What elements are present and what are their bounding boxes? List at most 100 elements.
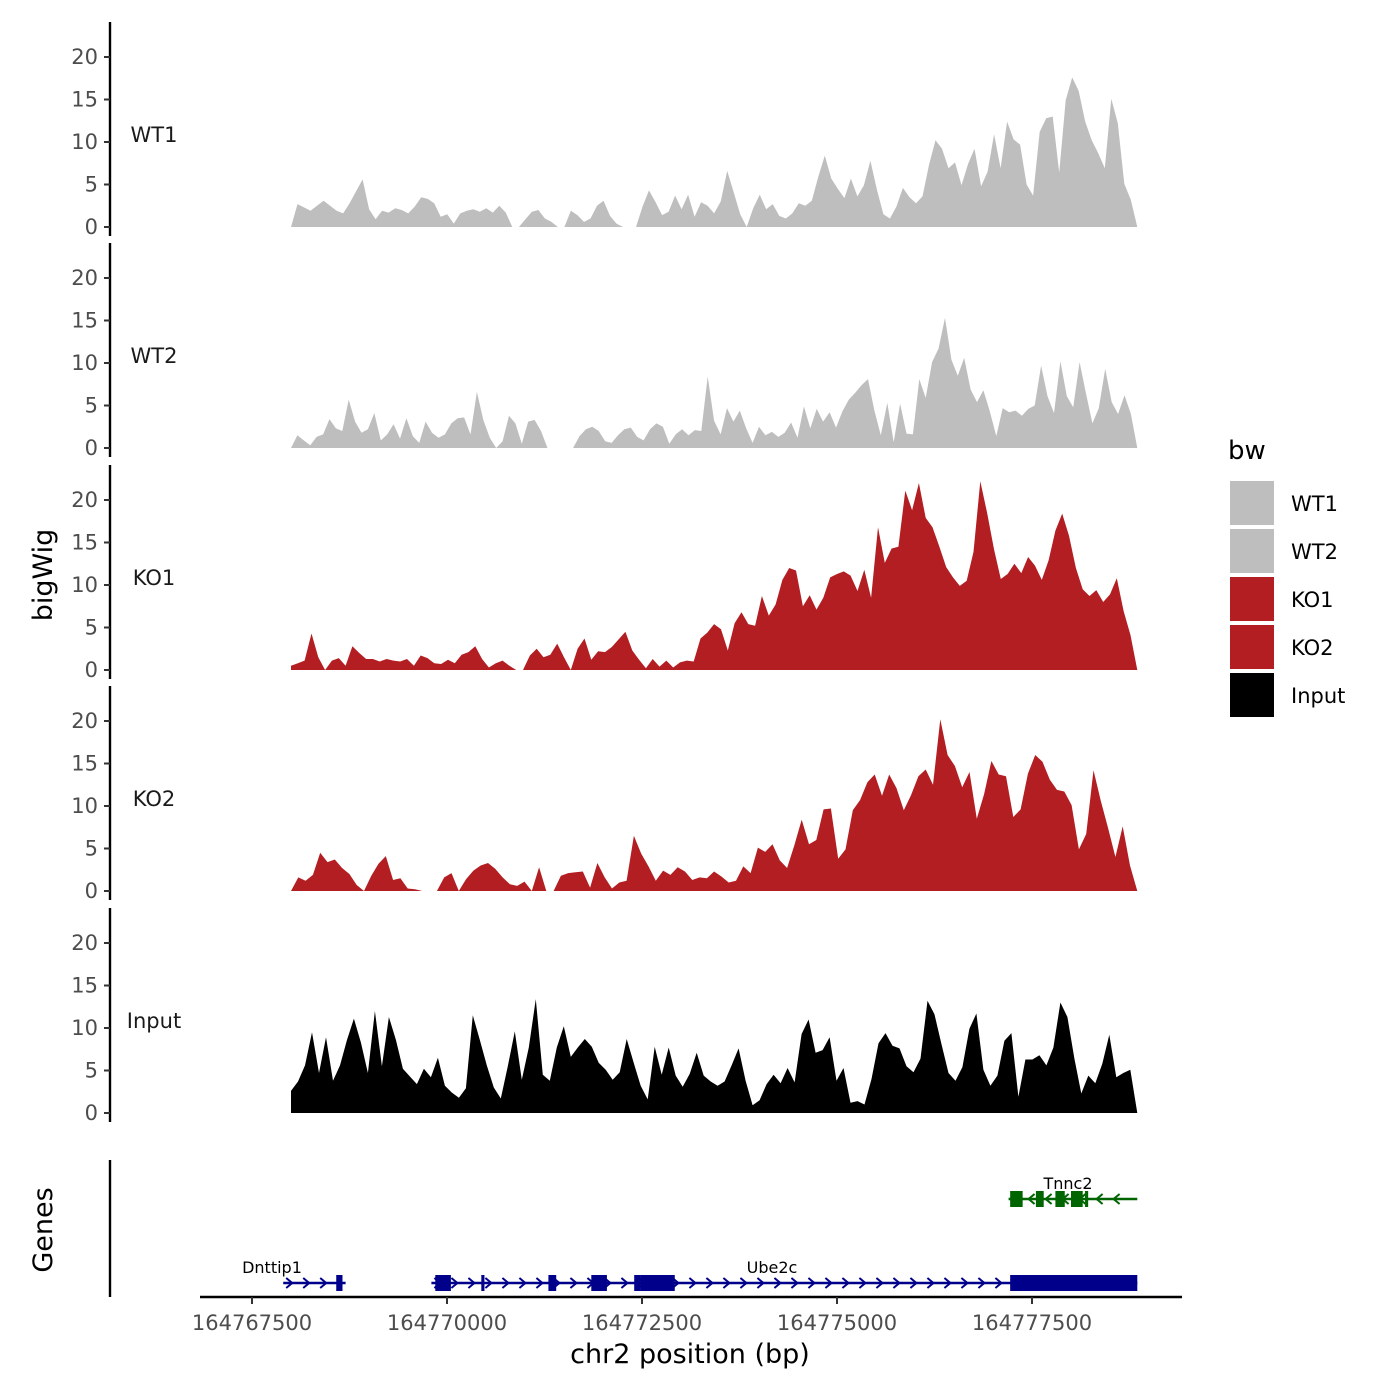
track-label: WT2 <box>131 344 178 368</box>
strand-arrow <box>1027 1193 1036 1205</box>
coverage-area-wt2 <box>291 317 1138 448</box>
y-tick-label: 10 <box>71 794 98 818</box>
strand-arrow <box>909 1277 918 1289</box>
y-tick-label: 10 <box>71 130 98 154</box>
strand-arrow <box>467 1277 476 1289</box>
gene-exon <box>1035 1191 1044 1207</box>
strand-arrow <box>722 1277 731 1289</box>
track-input: 0 5 10 15 20 Input <box>71 908 1138 1125</box>
x-tick-label: 164777500 <box>972 1311 1092 1335</box>
gene-exon <box>548 1275 557 1291</box>
y-tick-label: 15 <box>71 974 98 998</box>
y-tick-label: 20 <box>71 931 98 955</box>
genes-panel: Dnttip1 Ube2c Tnnc2 <box>108 1160 1138 1297</box>
strand-arrow <box>302 1277 311 1289</box>
y-tick-label: 5 <box>85 173 98 197</box>
genes-axis-title: Genes <box>28 1187 59 1272</box>
y-tick-label: 15 <box>71 309 98 333</box>
gene-exon <box>1085 1191 1089 1207</box>
y-tick-label: 15 <box>71 752 98 776</box>
strand-arrow <box>892 1277 901 1289</box>
legend-swatch-ko2 <box>1230 625 1274 669</box>
track-label: KO2 <box>133 787 176 811</box>
strand-arrow <box>688 1277 697 1289</box>
gene-exon <box>1055 1191 1065 1207</box>
strand-arrow <box>1112 1193 1121 1205</box>
gene-label: Ube2c <box>747 1258 798 1277</box>
y-tick-label: 20 <box>71 488 98 512</box>
coverage-area-ko1 <box>291 481 1138 670</box>
legend-title: bw <box>1228 436 1266 466</box>
strand-arrow <box>1095 1193 1104 1205</box>
strand-arrow <box>739 1277 748 1289</box>
x-tick-label: 164770000 <box>387 1311 507 1335</box>
y-tick-label: 10 <box>71 1016 98 1040</box>
strand-arrow <box>841 1277 850 1289</box>
gene-exon <box>640 1275 675 1291</box>
legend-swatch-input <box>1230 673 1274 717</box>
x-tick-label: 164775000 <box>777 1311 897 1335</box>
strand-arrow <box>858 1277 867 1289</box>
y-tick-label: 5 <box>85 837 98 861</box>
gene-exon <box>1071 1191 1083 1207</box>
strand-arrow <box>705 1277 714 1289</box>
legend-swatch-wt2 <box>1230 529 1274 573</box>
track-ko1: 0 5 10 15 20 KO1 <box>71 465 1138 682</box>
y-tick-label: 0 <box>85 215 98 239</box>
strand-arrow <box>994 1277 1003 1289</box>
y-tick-label: 5 <box>85 1059 98 1083</box>
strand-arrow <box>824 1277 833 1289</box>
strand-arrow <box>943 1277 952 1289</box>
y-tick-label: 20 <box>71 709 98 733</box>
y-tick-label: 0 <box>85 879 98 903</box>
x-axis-title: chr2 position (bp) <box>570 1339 810 1370</box>
gene-exon <box>435 1275 451 1291</box>
gene-ube2c: Ube2c <box>431 1258 1138 1291</box>
strand-arrow <box>285 1277 294 1289</box>
track-ko2: 0 5 10 15 20 KO2 <box>71 686 1138 903</box>
strand-arrow <box>569 1277 578 1289</box>
gene-exon <box>336 1275 343 1291</box>
coverage-area-wt1 <box>291 77 1138 228</box>
coverage-area-ko2 <box>291 719 1138 891</box>
y-tick-label: 0 <box>85 1101 98 1125</box>
strand-arrow <box>1044 1193 1053 1205</box>
legend-swatch-ko1 <box>1230 577 1274 621</box>
gene-label: Tnnc2 <box>1042 1174 1092 1193</box>
strand-arrow <box>875 1277 884 1289</box>
x-tick-label: 164767500 <box>192 1311 312 1335</box>
y-tick-label: 5 <box>85 616 98 640</box>
coverage-tracks: 0 5 10 15 20 WT1 0 5 10 15 20 WT2 0 5 10 15 20 KO1 0 5 10 15 2… <box>71 22 1138 1125</box>
legend-label-ko1: KO1 <box>1291 588 1334 612</box>
track-label: WT1 <box>131 123 178 147</box>
strand-arrow <box>977 1277 986 1289</box>
strand-arrow <box>535 1277 544 1289</box>
y-tick-label: 15 <box>71 88 98 112</box>
y-tick-label: 0 <box>85 658 98 682</box>
track-label: KO1 <box>133 566 176 590</box>
y-tick-label: 10 <box>71 573 98 597</box>
strand-arrow <box>450 1277 459 1289</box>
track-wt1: 0 5 10 15 20 WT1 <box>71 22 1138 239</box>
gene-exon <box>1010 1275 1138 1291</box>
legend-label-ko2: KO2 <box>1291 636 1334 660</box>
gene-label: Dnttip1 <box>242 1258 302 1277</box>
x-tick-label: 164772500 <box>582 1311 702 1335</box>
strand-arrow <box>807 1277 816 1289</box>
track-label: Input <box>127 1009 181 1033</box>
gene-exon <box>481 1275 485 1291</box>
strand-arrow <box>484 1277 493 1289</box>
strand-arrow <box>790 1277 799 1289</box>
x-axis: 164767500 164770000 164772500 164775000 1647… <box>192 1295 1182 1335</box>
strand-arrow <box>501 1277 510 1289</box>
strand-arrow <box>773 1277 782 1289</box>
y-tick-label: 20 <box>71 266 98 290</box>
y-tick-label: 20 <box>71 45 98 69</box>
legend-label-input: Input <box>1291 684 1345 708</box>
coverage-area-input <box>291 999 1138 1113</box>
strand-arrow <box>756 1277 765 1289</box>
gene-dnttip1: Dnttip1 <box>242 1258 346 1291</box>
gene-exon <box>1010 1191 1023 1207</box>
strand-arrow <box>926 1277 935 1289</box>
y-tick-label: 15 <box>71 531 98 555</box>
